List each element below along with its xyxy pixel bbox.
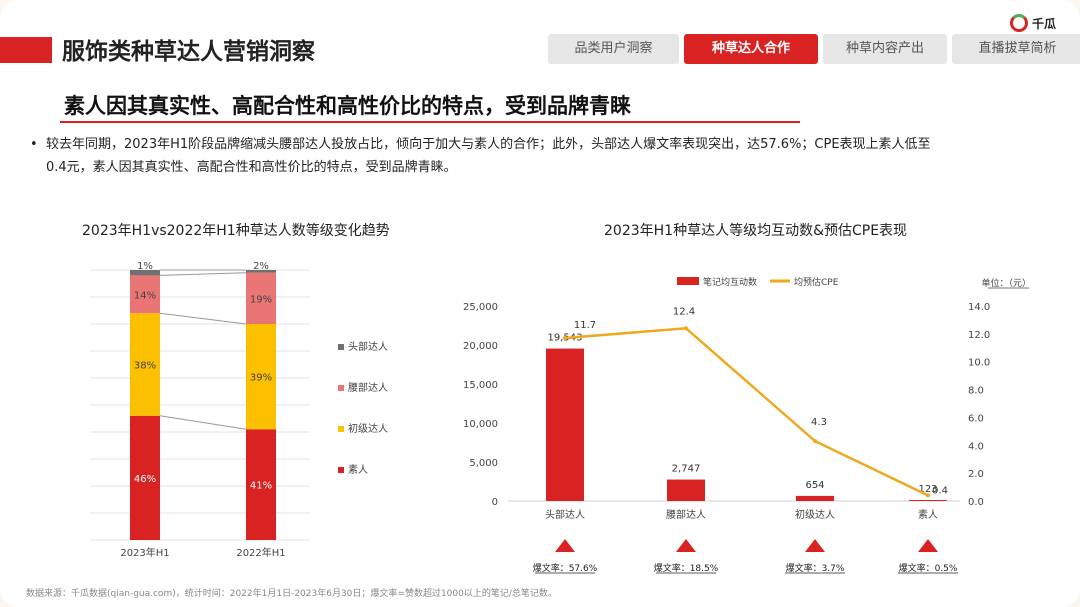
data-label: 46%	[134, 474, 156, 485]
stacked-bar-chart: 46% 38% 14% 1% 2023年H1 41% 39% 19% 2% 2022年H1 头部达人…	[90, 261, 388, 559]
data-label: 39%	[250, 373, 272, 384]
chart2-title: 2023年H1种草达人等级均互动数&预估CPE表现	[604, 223, 908, 239]
y-right-tick-label: 14.0	[968, 302, 990, 313]
tab-live-analysis[interactable]: 直播拔草简析	[952, 34, 1080, 64]
triangle-up-icon	[555, 539, 575, 552]
bar-value-label: 123	[918, 484, 937, 495]
y-left-tick-label: 20,000	[463, 341, 498, 352]
data-label: 14%	[134, 290, 156, 301]
line-point	[813, 439, 817, 444]
legend-label: 均预估CPE	[794, 276, 839, 288]
summary-bullet: • 较去年同期，2023年H1阶段品牌缩减头腰部达人投放占比，倾向于加大与素人的…	[30, 133, 946, 179]
tab-bar: 品类用户洞察 种草达人合作 种草内容产出 直播拔草简析	[548, 34, 1080, 64]
x-tick-label: 2022年H1	[236, 546, 285, 559]
data-label: 41%	[250, 481, 272, 492]
data-label: 2%	[253, 261, 269, 272]
legend-label: 头部达人	[348, 340, 388, 353]
line-point	[926, 493, 930, 498]
y-left-tick-label: 25,000	[463, 302, 498, 313]
bar-segment	[130, 415, 160, 540]
line-value-label: 11.7	[574, 320, 596, 331]
line-value-label: 12.4	[673, 306, 695, 317]
bar	[909, 500, 947, 501]
bar	[796, 495, 834, 501]
legend-swatch	[338, 344, 344, 350]
summary-text: 较去年同期，2023年H1阶段品牌缩减头腰部达人投放占比，倾向于加大与素人的合作…	[46, 137, 931, 175]
bar-segment	[246, 324, 276, 430]
y-left-tick-label: 0	[492, 497, 498, 508]
y-left-tick-label: 10,000	[463, 419, 498, 430]
x-tick-label: 腰部达人	[666, 508, 706, 521]
bar-segment	[130, 313, 160, 416]
bar-segment	[130, 275, 160, 314]
x-tick-label: 2023年H1	[120, 546, 169, 559]
tab-influencer-cooperation[interactable]: 种草达人合作	[684, 34, 818, 64]
bullet-dot: •	[30, 137, 38, 152]
bar	[667, 479, 705, 501]
legend-label: 素人	[348, 463, 368, 476]
logo-text: 千瓜	[1032, 16, 1057, 31]
title-accent-bar	[0, 37, 52, 63]
legend-swatch	[338, 467, 344, 473]
legend-label: 笔记均互动数	[703, 276, 757, 288]
legend-swatch	[338, 385, 344, 391]
connector-line	[159, 312, 247, 325]
connector-line	[159, 415, 247, 430]
chart1-title: 2023年H1vs2022年H1种草达人数等级变化趋势	[82, 223, 390, 239]
tab-content-output[interactable]: 种草内容产出	[823, 34, 947, 64]
legend-label: 初级达人	[348, 422, 388, 435]
line-value-label: 4.3	[811, 417, 827, 428]
y-left-tick-label: 15,000	[463, 380, 498, 391]
y-right-tick-label: 0.0	[968, 497, 984, 508]
tab-category-insight[interactable]: 品类用户洞察	[548, 34, 679, 64]
brand-logo: 千瓜	[1010, 14, 1056, 32]
qiangua-logo-icon	[1010, 14, 1028, 32]
bar-value-label: 654	[805, 480, 824, 491]
y-left-tick-label: 5,000	[469, 458, 498, 469]
line-value-label: 0.4	[932, 485, 948, 496]
x-tick-label: 头部达人	[545, 508, 585, 521]
burst-rate-label: 爆文率：3.7%	[786, 562, 845, 574]
legend-label: 腰部达人	[348, 381, 388, 394]
triangle-up-icon	[918, 539, 938, 552]
bar-segment	[246, 270, 276, 273]
y-right-tick-label: 8.0	[968, 386, 984, 397]
bar-segment	[246, 272, 276, 324]
cpe-line	[564, 326, 929, 497]
triangle-up-icon	[676, 539, 696, 552]
combo-bar-line-chart: 0 5,000 10,000 15,000 20,000 25,000 0.0 2.0 4.0 6…	[463, 276, 1031, 574]
y-right-tick-label: 6.0	[968, 413, 984, 424]
legend-swatch-bar	[677, 277, 699, 285]
footer-source: 数据来源：千瓜数据(qian-gua.com)，统计时间：2022年1月1日-2…	[26, 589, 557, 599]
data-label: 19%	[250, 294, 272, 305]
burst-rate-label: 爆文率：18.5%	[654, 562, 719, 574]
line-point	[563, 336, 567, 341]
y-right-tick-label: 2.0	[968, 469, 984, 480]
unit-label: 单位：（元）	[981, 277, 1031, 289]
y-right-tick-label: 10.0	[968, 358, 990, 369]
line-point	[684, 326, 688, 331]
data-label: 1%	[137, 261, 153, 272]
headline: 素人因其真实性、高配合性和高性价比的特点，受到品牌青睐	[64, 94, 631, 118]
triangle-up-icon	[805, 539, 825, 552]
bar	[546, 348, 584, 501]
burst-rate-label: 爆文率：0.5%	[899, 562, 958, 574]
bar-segment	[130, 270, 160, 276]
page-title: 服饰类种草达人营销洞察	[62, 39, 315, 65]
data-label: 38%	[134, 361, 156, 372]
x-tick-label: 初级达人	[795, 508, 835, 521]
headline-underline	[60, 121, 800, 123]
bar-segment	[246, 429, 276, 540]
y-right-tick-label: 4.0	[968, 441, 984, 452]
burst-rate-label: 爆文率：57.6%	[533, 562, 598, 574]
legend-swatch	[338, 426, 344, 432]
connector-line	[159, 272, 247, 276]
y-right-tick-label: 12.0	[968, 330, 990, 341]
bar-value-label: 2,747	[672, 464, 701, 475]
x-tick-label: 素人	[918, 508, 938, 521]
